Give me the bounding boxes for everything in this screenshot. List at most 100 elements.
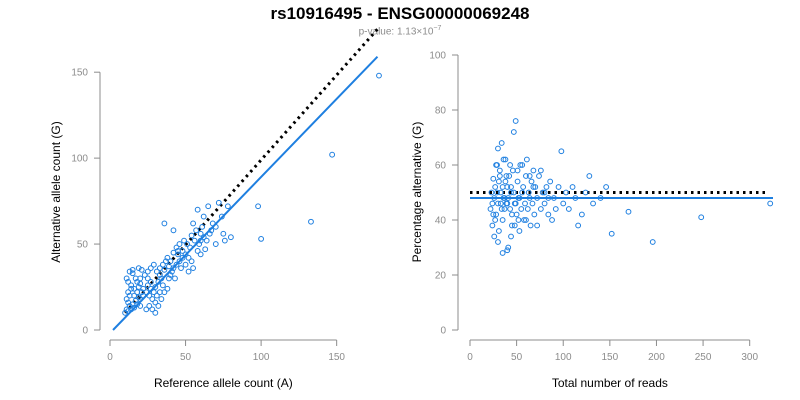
- data-point: [178, 265, 184, 272]
- data-point: [308, 218, 314, 225]
- data-point: [501, 206, 508, 212]
- data-point: [517, 162, 524, 168]
- data-point: [185, 254, 192, 261]
- x-tick-label: 100: [253, 352, 270, 363]
- x-tick-label: 0: [467, 352, 473, 363]
- y-axis-label: Percentage alternative (G): [410, 122, 424, 263]
- data-point: [507, 162, 513, 168]
- data-point: [560, 200, 567, 207]
- data-point: [184, 241, 190, 247]
- data-point: [698, 214, 705, 221]
- data-point: [181, 237, 187, 244]
- data-point: [170, 227, 177, 234]
- data-point: [220, 230, 227, 237]
- data-point: [185, 268, 192, 275]
- data-point: [506, 173, 513, 179]
- x-tick-label: 200: [648, 352, 665, 363]
- data-point: [173, 261, 180, 268]
- data-point: [126, 268, 133, 275]
- data-point: [530, 167, 537, 174]
- data-point: [164, 285, 171, 292]
- data-point: [523, 156, 530, 163]
- data-point: [534, 222, 541, 229]
- data-point: [515, 217, 522, 223]
- data-point: [512, 200, 519, 207]
- data-point: [188, 258, 195, 265]
- data-point: [608, 230, 615, 237]
- data-point: [215, 199, 222, 206]
- data-point: [197, 251, 204, 258]
- data-point: [134, 278, 141, 285]
- data-point: [122, 309, 129, 316]
- data-point: [504, 200, 511, 207]
- data-point: [182, 261, 189, 268]
- data-point: [176, 241, 183, 247]
- data-point: [563, 189, 569, 196]
- data-point: [202, 246, 209, 253]
- data-point: [255, 203, 261, 210]
- data-point: [499, 184, 506, 190]
- data-point: [172, 275, 178, 282]
- data-point: [190, 220, 197, 227]
- data-point: [521, 217, 527, 223]
- data-point: [493, 162, 500, 168]
- data-point: [153, 268, 160, 275]
- data-point: [197, 230, 204, 237]
- data-point: [508, 189, 514, 196]
- data-point: [194, 206, 201, 213]
- data-point: [549, 217, 555, 223]
- data-point: [150, 289, 157, 296]
- data-point: [525, 189, 532, 196]
- data-point: [508, 184, 514, 190]
- data-point: [179, 254, 186, 261]
- data-point: [128, 282, 135, 289]
- data-point: [200, 234, 207, 241]
- data-point: [123, 296, 130, 302]
- data-point: [529, 200, 536, 207]
- data-point: [493, 211, 500, 218]
- y-tick-label: 150: [71, 68, 88, 79]
- data-point: [227, 234, 234, 241]
- x-tick-label: 150: [602, 352, 619, 363]
- data-point: [512, 118, 519, 124]
- data-point: [555, 184, 562, 190]
- data-point: [522, 200, 528, 207]
- data-point: [507, 206, 513, 212]
- data-point: [152, 284, 159, 290]
- data-point: [135, 265, 142, 272]
- data-point: [531, 211, 538, 218]
- data-point: [499, 250, 506, 256]
- data-point: [537, 206, 544, 212]
- data-point: [147, 278, 154, 285]
- data-point: [164, 254, 171, 261]
- data-point: [496, 178, 502, 185]
- data-point: [527, 222, 534, 229]
- data-point: [586, 173, 593, 179]
- data-point: [188, 232, 195, 239]
- pvalue-exponent: −7: [433, 25, 442, 32]
- data-point: [167, 258, 174, 265]
- x-tick-label: 50: [511, 352, 523, 363]
- data-point: [523, 217, 529, 223]
- data-point: [528, 178, 535, 185]
- data-point: [129, 270, 136, 277]
- percentage-alternative-scatter-plot: 0 50 100 150 200 250 300 0 20 40 60 80 100 Total numb…: [410, 51, 774, 390]
- data-point: [143, 306, 150, 313]
- data-point: [125, 278, 132, 285]
- data-point: [504, 247, 511, 254]
- data-point: [510, 129, 517, 135]
- y-tick-label: 40: [435, 216, 447, 227]
- x-axis-label: Total number of reads: [552, 376, 668, 390]
- x-tick-label: 150: [328, 352, 345, 363]
- data-point: [161, 289, 168, 296]
- data-point: [167, 272, 174, 278]
- fit-line: [112, 56, 379, 331]
- data-point: [590, 200, 596, 207]
- data-point: [179, 248, 186, 254]
- data-point: [176, 258, 183, 265]
- data-point: [161, 266, 168, 273]
- data-point: [537, 167, 544, 174]
- data-point: [499, 217, 506, 223]
- data-point: [149, 306, 156, 313]
- data-point: [523, 173, 529, 179]
